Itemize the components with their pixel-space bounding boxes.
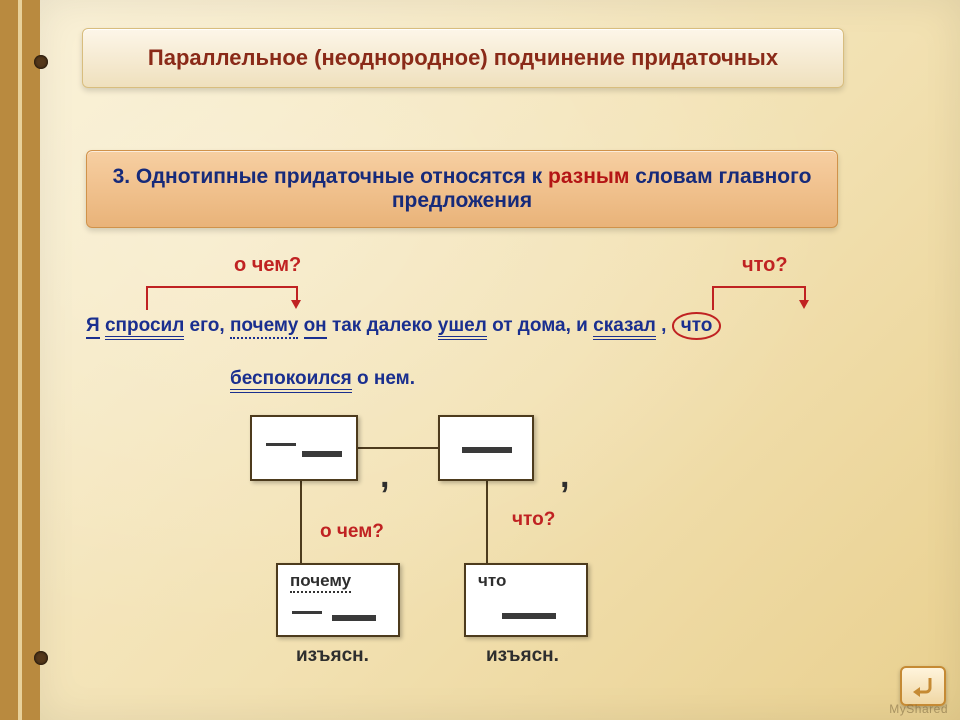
title-box: Параллельное (неоднородное) подчинение п… (82, 28, 844, 88)
sub1-predicate (332, 615, 376, 621)
subordinate-box-1: почему (276, 563, 400, 637)
word-chto-circled: что (672, 312, 722, 340)
question-1: о чем? (234, 254, 301, 277)
sub1-subject (292, 611, 322, 614)
diagram-q2: что? (512, 509, 555, 531)
title-text: Параллельное (неоднородное) подчинение п… (148, 45, 778, 70)
arrow1-h (146, 286, 296, 288)
sentence-line2: беспокоился о нем. (230, 368, 415, 390)
conn2-v (486, 481, 488, 563)
arrow2-h (712, 286, 804, 288)
comma-1: , (380, 457, 389, 496)
predicate-symbol-2 (462, 447, 512, 453)
sentence-line1: Я спросил его, почему он так далеко ушел… (86, 312, 846, 340)
syntax-diagram: , , о чем? что? почему что изъясн. изъяс… (250, 415, 690, 675)
comma-2: , (560, 457, 569, 496)
sentence-area: о чем? что? Я спросил его, почему он так… (86, 254, 846, 384)
conn1-v (300, 481, 302, 563)
caption-1: изъясн. (296, 645, 369, 667)
word-pochemu: почему (230, 315, 298, 339)
arrow2-head (799, 300, 809, 309)
main-clause-box-2 (438, 415, 534, 481)
main-clause-box-1 (250, 415, 358, 481)
rule-highlight: разным (548, 165, 629, 188)
rule-prefix: 3. Однотипные придаточные относятся к (113, 165, 548, 188)
word-ushel: ушел (438, 315, 487, 340)
rule-box: 3. Однотипные придаточные относятся к ра… (86, 150, 838, 228)
sub2-word: что (478, 571, 506, 591)
subordinate-box-2: что (464, 563, 588, 637)
word-bespokoilsa: беспокоился (230, 368, 352, 393)
arrow2-v1 (712, 286, 714, 310)
sub2-predicate (502, 613, 556, 619)
word-sprosil: спросил (105, 315, 184, 340)
diagram-q1: о чем? (320, 521, 384, 543)
caption-2: изъясн. (486, 645, 559, 667)
subject-symbol-1 (266, 443, 296, 446)
back-button[interactable] (900, 666, 946, 706)
word-ya: Я (86, 315, 100, 339)
word-ego: его, (190, 315, 230, 336)
question-2: что? (742, 254, 788, 277)
arrow1-head (291, 300, 301, 309)
sub1-word: почему (290, 571, 351, 593)
predicate-symbol-1 (302, 451, 342, 457)
word-on: он (304, 315, 327, 339)
word-skazal: сказал (593, 315, 656, 340)
return-arrow-icon (908, 674, 938, 700)
arrow1-v1 (146, 286, 148, 310)
watermark: MyShared (889, 702, 948, 716)
conn-main-h (358, 447, 438, 449)
